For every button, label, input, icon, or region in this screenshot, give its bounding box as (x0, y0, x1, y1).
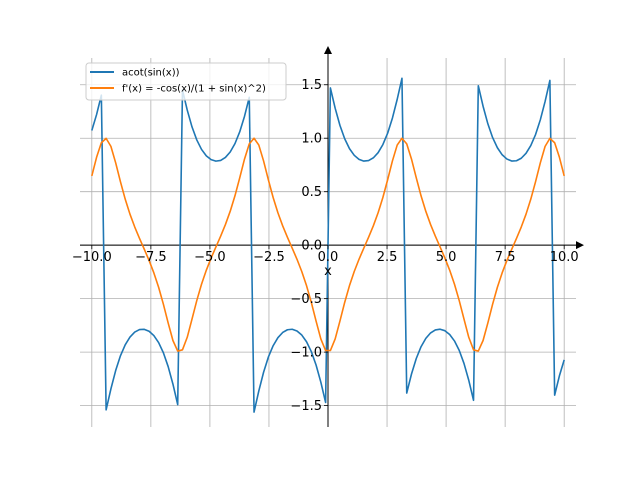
x-tick-label-5: 2.5 (377, 250, 398, 265)
y-tick-label-4: 0.5 (301, 185, 322, 200)
legend-box (85, 62, 287, 101)
y-tick-label-5: 1.0 (301, 132, 322, 147)
x-tick-label-0: −10.0 (72, 250, 112, 265)
y-tick-label-1: −1.0 (290, 346, 322, 361)
x-axis-label: x (324, 264, 332, 279)
x-tick-label-6: 5.0 (436, 250, 457, 265)
y-tick-label-0: −1.5 (290, 399, 322, 414)
y-tick-label-6: 1.5 (301, 78, 322, 93)
legend: acot(sin(x)) f'(x) = -cos(x)/(1 + sin(x)… (85, 62, 287, 101)
x-tick-label-8: 10.0 (550, 250, 579, 265)
x-tick-label-2: −5.0 (194, 250, 226, 265)
x-tick-label-3: −2.5 (253, 250, 285, 265)
axes (80, 46, 584, 427)
x-tick-label-7: 7.5 (495, 250, 516, 265)
x-axis-arrow (576, 241, 584, 250)
ticks: −10.0 −7.5 −5.0 −2.5 0.0 2.5 5.0 7.5 10.0 −1.5 −1.… (72, 78, 579, 414)
x-tick-label-4: 0.0 (318, 250, 339, 265)
y-tick-label-2: −0.5 (290, 292, 322, 307)
y-axis-arrow (324, 46, 332, 54)
series-line-1 (91, 137, 565, 352)
y-tick-label-3: 0.0 (301, 239, 322, 254)
legend-label-acot: acot(sin(x)) (122, 68, 180, 79)
x-tick-label-1: −7.5 (135, 250, 167, 265)
legend-label-derivative: f'(x) = -cos(x)/(1 + sin(x)^2) (122, 84, 266, 95)
